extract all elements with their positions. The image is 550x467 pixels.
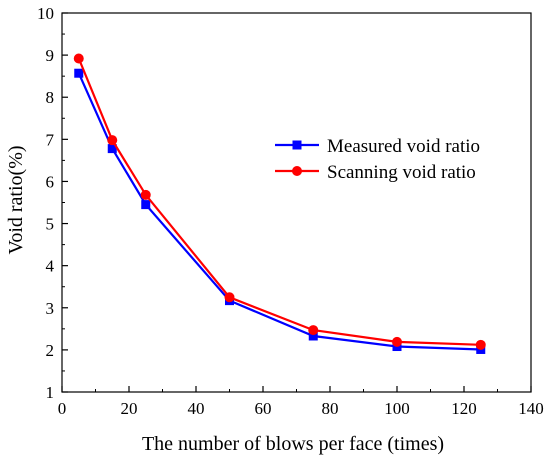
x-tick-label: 20 bbox=[121, 399, 138, 418]
data-point-marker bbox=[224, 292, 235, 303]
plot-frame bbox=[61, 12, 532, 393]
y-tick-label: 9 bbox=[46, 46, 55, 65]
series-1 bbox=[73, 53, 486, 350]
y-axis-title: Void ratio(%) bbox=[5, 145, 27, 254]
data-point-marker bbox=[292, 140, 302, 150]
y-tick-label: 10 bbox=[37, 4, 54, 23]
data-point-marker bbox=[107, 144, 117, 154]
series-line bbox=[77, 58, 481, 346]
y-tick-label: 7 bbox=[46, 130, 55, 149]
x-tick-label: 40 bbox=[188, 399, 205, 418]
data-point-marker bbox=[475, 339, 486, 350]
y-tick-label: 4 bbox=[46, 257, 55, 276]
x-tick-label: 0 bbox=[58, 399, 67, 418]
x-tick-label: 80 bbox=[322, 399, 339, 418]
x-tick-label: 140 bbox=[518, 399, 544, 418]
series-0 bbox=[74, 68, 486, 354]
x-tick-label: 100 bbox=[384, 399, 410, 418]
series-line bbox=[77, 72, 481, 351]
legend-label: Measured void ratio bbox=[327, 136, 480, 157]
legend-item: Scanning void ratio bbox=[275, 162, 476, 183]
series-layer bbox=[73, 53, 486, 354]
y-tick-label: 3 bbox=[46, 299, 55, 318]
data-point-marker bbox=[73, 53, 84, 64]
y-tick-label: 6 bbox=[46, 172, 55, 191]
data-point-marker bbox=[292, 166, 302, 176]
y-tick-label: 5 bbox=[46, 215, 55, 234]
x-tick-label: 60 bbox=[255, 399, 272, 418]
y-tick-label: 2 bbox=[46, 341, 55, 360]
y-tick-label: 1 bbox=[46, 383, 55, 402]
data-point-marker bbox=[392, 336, 402, 347]
data-point-marker bbox=[107, 135, 118, 146]
data-point-marker bbox=[308, 325, 319, 336]
data-point-marker bbox=[308, 331, 318, 341]
x-axis-title: The number of blows per face (times) bbox=[142, 433, 444, 455]
legend-label: Scanning void ratio bbox=[327, 162, 476, 183]
data-point-marker bbox=[140, 189, 151, 200]
data-point-marker bbox=[141, 200, 151, 210]
data-point-marker bbox=[74, 68, 84, 78]
axes bbox=[61, 12, 532, 393]
x-tick-label: 120 bbox=[451, 399, 477, 418]
legend-item: Measured void ratio bbox=[275, 136, 480, 157]
ticks: 0 20 40 60 80 100 120 140 1 2 3 4 5 6 7 8 9 10 bbox=[37, 4, 544, 418]
legend: Measured void ratio Scanning void ratio bbox=[275, 136, 480, 183]
y-tick-label: 8 bbox=[46, 88, 55, 107]
